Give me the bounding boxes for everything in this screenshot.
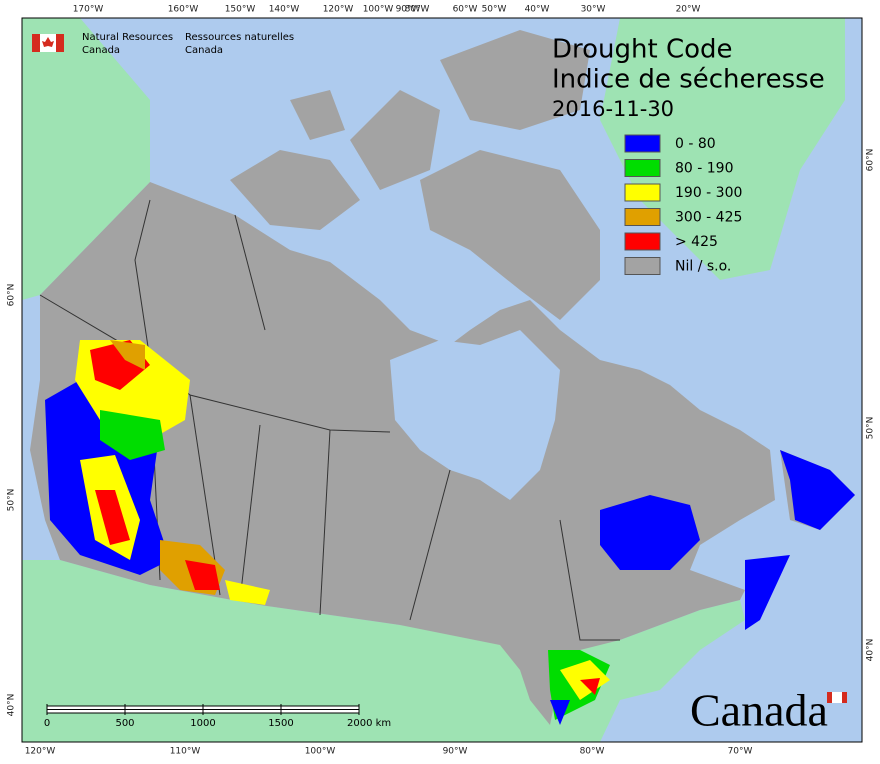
bottom-graticule-label: 70°W [728, 747, 753, 757]
top-graticule-label: 150°W [225, 5, 256, 15]
map-shape [239, 424, 261, 601]
island [230, 150, 360, 230]
scale-bar: 0 500 1000 1500 2000 km [44, 704, 391, 729]
scale-label: 1500 [268, 718, 293, 729]
map-shape [600, 495, 700, 570]
text: Canada [82, 45, 120, 56]
map-shape [234, 214, 266, 331]
legend-swatch [624, 134, 661, 153]
map-shape [100, 410, 165, 460]
top-graticule-label: 20°W [676, 5, 701, 15]
map-shape [780, 450, 855, 530]
right-graticule-label: 50°N [866, 417, 876, 440]
legend-swatch [624, 257, 661, 275]
top-graticule-label: 80°W [405, 5, 430, 15]
legend-label: 0 - 80 [675, 136, 716, 152]
legend-swatch [624, 232, 661, 251]
legend-swatch [624, 183, 661, 202]
map-shape [110, 340, 145, 370]
alaska [22, 18, 150, 300]
island [350, 90, 440, 190]
island [440, 30, 590, 130]
legend-label: 300 - 425 [675, 210, 742, 226]
map-shape [559, 519, 620, 641]
scale-label: 0 [44, 718, 50, 729]
map-shape [319, 429, 331, 616]
left-graticule-label: 60°N [7, 284, 17, 307]
date: 2016-11-30 [552, 97, 674, 121]
bottom-graticule-label: 80°W [580, 747, 605, 757]
map-shape [745, 555, 790, 630]
greenland [600, 18, 845, 280]
maple-leaf [42, 37, 54, 47]
top-graticule-label: 50°W [482, 5, 507, 15]
map-shape [134, 199, 151, 361]
map-frame [21, 17, 863, 743]
title: Drought Code [552, 35, 733, 65]
left-graticule-label: 40°N [7, 694, 17, 717]
top-graticule-label: 160°W [168, 5, 199, 15]
scale-label: 1000 [190, 718, 215, 729]
flag-bar [32, 34, 40, 52]
text: Canada [185, 45, 223, 56]
map-shape [185, 560, 220, 590]
graticule-labels: 170°W 160°W 150°W 140°W 120°W 100°W 90°W80°W 60… [7, 5, 876, 757]
hudson-bay [390, 330, 560, 500]
wordmark-flag-center [832, 692, 842, 703]
frame-border [21, 17, 863, 743]
island [290, 90, 345, 140]
flag-bar [56, 34, 64, 52]
bottom-graticule-label: 100°W [305, 747, 336, 757]
legend-swatch [624, 159, 661, 177]
text: Ressources naturelles [185, 32, 294, 43]
legend: 0 - 80 80 - 190 190 - 300 300 - 425 > 425 Nil… [624, 134, 742, 275]
bottom-graticule-label: 120°W [25, 747, 56, 757]
top-graticule-label: 60°W [453, 5, 478, 15]
legend-label: 80 - 190 [675, 161, 734, 177]
right-graticule-label: 40°N [866, 639, 876, 662]
scale-label: 500 [115, 718, 134, 729]
top-graticule-label: 120°W [323, 5, 354, 15]
right-graticule-label: 60°N [866, 149, 876, 172]
bottom-graticule-label: 90°W [443, 747, 468, 757]
top-graticule-label: 90°W [396, 5, 421, 15]
top-graticule-label: 140°W [269, 5, 300, 15]
legend-swatch [624, 208, 661, 226]
top-graticule-label: 40°W [525, 5, 550, 15]
scale-label: 2000 km [347, 718, 391, 729]
map-shape [580, 678, 600, 695]
agency-signature: Natural Resources Canada Ressources natu… [32, 32, 294, 56]
baffin-island [420, 150, 600, 320]
legend-label: Nil / s.o. [675, 259, 731, 275]
legend-label: > 425 [675, 234, 718, 250]
drought-patches [45, 340, 855, 725]
title-fr: Indice de sécheresse [552, 65, 825, 95]
map-shape [95, 490, 130, 545]
wordmark-text: Canada [690, 685, 828, 736]
wordmark: Canada [690, 685, 847, 736]
left-graticule-label: 50°N [7, 489, 17, 512]
top-graticule-label: 170°W [73, 5, 104, 15]
map-shape [225, 580, 270, 605]
map-shape [409, 469, 451, 621]
text: Natural Resources [82, 32, 173, 43]
legend-label: 190 - 300 [675, 185, 742, 201]
top-graticule-label: 100°W [363, 5, 394, 15]
map-shape [550, 700, 570, 725]
bottom-graticule-label: 110°W [170, 747, 201, 757]
top-graticule-label: 30°W [581, 5, 606, 15]
